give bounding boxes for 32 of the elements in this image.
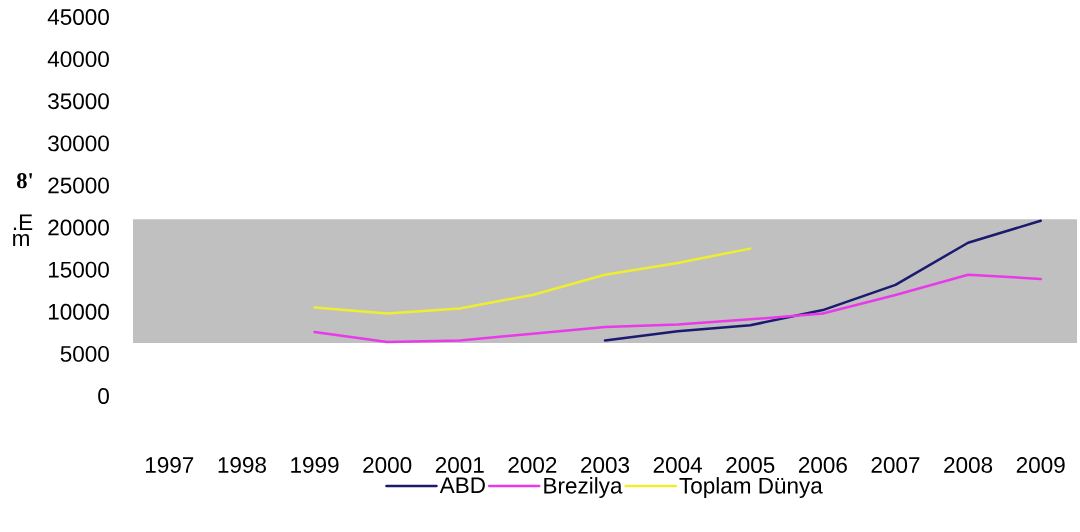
legend-label: Brezilya xyxy=(544,477,623,499)
text: m xyxy=(13,233,29,246)
x-tick-label: 2004 xyxy=(653,457,702,473)
y-tick-label: 35000 xyxy=(48,93,109,110)
y-tick-label: 20000 xyxy=(48,219,109,236)
y-tick-label: 0 xyxy=(98,388,109,404)
x-tick-label: 2007 xyxy=(871,457,920,473)
y-tick-label: 5000 xyxy=(60,345,109,362)
x-tick-label: 2002 xyxy=(508,457,557,473)
x-tick-label: 1998 xyxy=(218,457,266,473)
x-tick-label: 2003 xyxy=(581,457,630,473)
line-series xyxy=(313,273,1042,344)
x-tick-label: 2001 xyxy=(435,457,484,473)
x-tick-label: 1999 xyxy=(291,457,339,473)
x-tick-label: 2000 xyxy=(363,457,412,473)
x-tick-label: 1997 xyxy=(146,457,194,473)
x-tick-label: 2008 xyxy=(944,457,993,473)
legend-label: Toplam Dünya xyxy=(679,477,823,499)
x-tick-label: 2009 xyxy=(1016,457,1065,473)
x-tick-label: 2005 xyxy=(726,457,775,473)
y-tick-label: 10000 xyxy=(48,303,109,320)
y-tick-label: 45000 xyxy=(47,9,109,25)
line-series xyxy=(603,219,1042,342)
legend-label: ABD xyxy=(439,477,485,494)
x-tick-label: 2006 xyxy=(798,457,847,473)
y-tick-label: 40000 xyxy=(47,51,109,68)
line-series xyxy=(313,247,752,315)
text: 8' xyxy=(17,173,33,189)
y-tick-label: 25000 xyxy=(48,177,109,194)
y-tick-label: 30000 xyxy=(48,135,109,152)
y-tick-label: 15000 xyxy=(48,261,109,278)
text: .E xyxy=(13,214,33,230)
